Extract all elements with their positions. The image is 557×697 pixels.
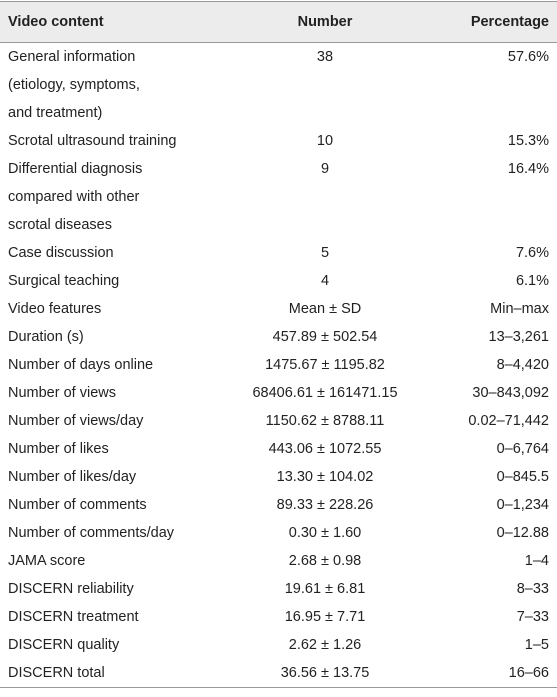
table-cell: Min–max xyxy=(490,301,549,317)
table-cell: 2.68 ± 0.98 xyxy=(288,553,362,569)
table-cell: JAMA score xyxy=(8,553,86,569)
table-cell: Number of views xyxy=(8,385,116,401)
cell-line: and treatment) xyxy=(8,105,103,121)
table-row: Number of comments 89.33 ± 228.26 0–1,234 xyxy=(0,491,557,519)
table-cell: 16.4% xyxy=(507,161,549,177)
header-cell: Number xyxy=(297,14,353,30)
table-cell: 38 xyxy=(316,49,334,65)
table-row: Number of views 68406.61 ± 161471.15 30–84… xyxy=(0,379,557,407)
table-row: Number of likes/day 13.30 ± 104.02 0–845.5 xyxy=(0,463,557,491)
table-cell: 19.61 ± 6.81 xyxy=(284,581,366,597)
table-cell: 4 xyxy=(320,273,330,289)
table-row: Number of days online 1475.67 ± 1195.82 8–… xyxy=(0,351,557,379)
table-cell: Duration (s) xyxy=(8,329,84,345)
table-cell: 7–33 xyxy=(516,609,549,625)
table-cell: 443.06 ± 1072.55 xyxy=(268,441,382,457)
table-cell: 57.6% xyxy=(507,49,549,65)
table-cell: 0.30 ± 1.60 xyxy=(288,525,362,541)
table-row: Differential diagnosis compared with othe… xyxy=(0,155,557,239)
table-header: Video content Number Percentage xyxy=(0,1,557,43)
cell-line: General information xyxy=(8,49,136,65)
table-cell: 5 xyxy=(320,245,330,261)
table-cell: 13.30 ± 104.02 xyxy=(276,469,374,485)
cell-line: (etiology, symptoms, xyxy=(8,77,140,93)
table-cell: 0–12.88 xyxy=(496,525,549,541)
table-cell: 8–33 xyxy=(516,581,549,597)
table-row: Video features Mean ± SD Min–max xyxy=(0,295,557,323)
table-cell: Number of likes/day xyxy=(8,469,137,485)
cell-line: Differential diagnosis xyxy=(8,161,143,177)
cell-line: scrotal diseases xyxy=(8,217,112,233)
table-cell: 1150.62 ± 8788.11 xyxy=(265,413,385,429)
table-cell: 2.62 ± 1.26 xyxy=(288,637,362,653)
table-cell: 13–3,261 xyxy=(488,329,549,345)
table-row: Surgical teaching 4 6.1% xyxy=(0,267,557,295)
table-cell: Number of comments xyxy=(8,497,147,513)
cell-line: compared with other xyxy=(8,189,140,205)
table-cell: Case discussion xyxy=(8,245,114,261)
header-cell: Percentage xyxy=(470,14,549,30)
table-row: Number of views/day 1150.62 ± 8788.11 0.02… xyxy=(0,407,557,435)
table-row: Number of likes 443.06 ± 1072.55 0–6,764 xyxy=(0,435,557,463)
table-body: General information (etiology, symptoms, a… xyxy=(0,43,557,688)
table-cell: 0–6,764 xyxy=(496,441,549,457)
table-row: Scrotal ultrasound training 10 15.3% xyxy=(0,127,557,155)
table-cell: 9 xyxy=(320,161,330,177)
table-cell: 457.89 ± 502.54 xyxy=(272,329,378,345)
table-cell: Video features xyxy=(8,301,102,317)
table-cell: DISCERN quality xyxy=(8,637,120,653)
table-cell: Scrotal ultrasound training xyxy=(8,133,177,149)
table-cell: 8–4,420 xyxy=(496,357,549,373)
header-cell: Video content xyxy=(8,14,104,30)
table-row: Duration (s) 457.89 ± 502.54 13–3,261 xyxy=(0,323,557,351)
table-row: DISCERN quality 2.62 ± 1.26 1–5 xyxy=(0,631,557,659)
table-cell: 15.3% xyxy=(507,133,549,149)
table-cell: 68406.61 ± 161471.15 xyxy=(252,385,398,401)
table-cell: 16.95 ± 7.71 xyxy=(284,609,366,625)
table-cell: DISCERN reliability xyxy=(8,581,134,597)
table-cell: Number of likes xyxy=(8,441,109,457)
table-cell: 10 xyxy=(316,133,334,149)
table-cell: General information (etiology, symptoms, a… xyxy=(0,43,235,128)
table-row: JAMA score 2.68 ± 0.98 1–4 xyxy=(0,547,557,575)
table-row: Number of comments/day 0.30 ± 1.60 0–12.88 xyxy=(0,519,557,547)
table-cell: 1–4 xyxy=(524,553,549,569)
table-cell: DISCERN total xyxy=(8,665,105,681)
table-row: General information (etiology, symptoms, a… xyxy=(0,43,557,128)
table-cell: Number of views/day xyxy=(8,413,144,429)
table-cell: 36.56 ± 13.75 xyxy=(280,665,370,681)
table-row: DISCERN treatment 16.95 ± 7.71 7–33 xyxy=(0,603,557,631)
table-cell: 0.02–71,442 xyxy=(468,413,549,429)
table-row: DISCERN total 36.56 ± 13.75 16–66 xyxy=(0,659,557,688)
table-cell: 7.6% xyxy=(515,245,549,261)
table-cell: Differential diagnosis compared with othe… xyxy=(0,155,235,239)
table-cell: 89.33 ± 228.26 xyxy=(276,497,374,513)
table-cell: 0–845.5 xyxy=(496,469,549,485)
table-cell: Number of days online xyxy=(8,357,154,373)
table-cell: 1475.67 ± 1195.82 xyxy=(265,357,385,373)
table-cell: Mean ± SD xyxy=(288,301,362,317)
table-cell: 16–66 xyxy=(508,665,549,681)
table-cell: 6.1% xyxy=(515,273,549,289)
table-cell: Surgical teaching xyxy=(8,273,120,289)
table-cell: 0–1,234 xyxy=(496,497,549,513)
table-row: Case discussion 5 7.6% xyxy=(0,239,557,267)
table-cell: 30–843,092 xyxy=(472,385,549,401)
table-row: DISCERN reliability 19.61 ± 6.81 8–33 xyxy=(0,575,557,603)
table-cell: 1–5 xyxy=(524,637,549,653)
header-row: Video content Number Percentage xyxy=(0,1,557,43)
table-cell: DISCERN treatment xyxy=(8,609,139,625)
table-cell: Number of comments/day xyxy=(8,525,175,541)
